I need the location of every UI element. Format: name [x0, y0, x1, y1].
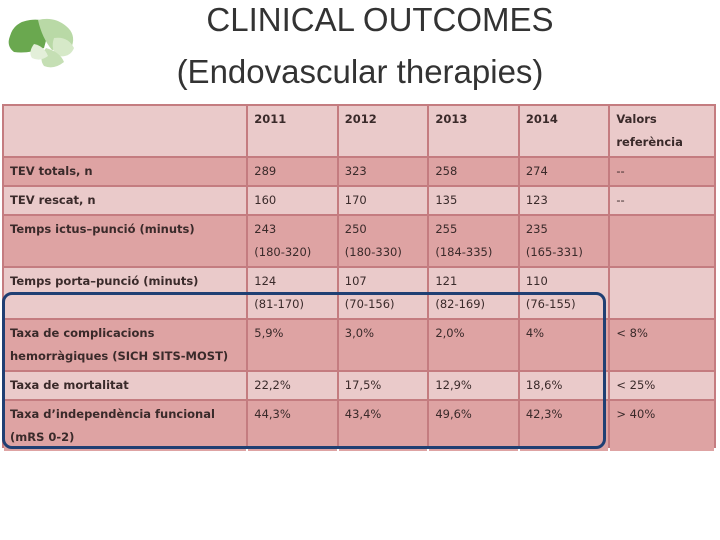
cell-value: 258: [429, 158, 518, 185]
table-row: Temps ictus–punció (minuts) 243 (180-320)…: [4, 216, 714, 266]
header-year-2013: 2013: [429, 106, 518, 156]
cell-ref: [610, 216, 714, 266]
cell-ref: --: [610, 158, 714, 185]
outcomes-table: 2011 2012 2013 2014 Valors referència TE…: [2, 104, 716, 453]
cell-range: (180-330): [344, 245, 402, 259]
row-label: Temps ictus–punció (minuts): [4, 216, 247, 266]
cell-value: 323: [338, 158, 428, 185]
cell-value: 42,3%: [519, 401, 609, 451]
cell-value: 44,3%: [248, 401, 337, 451]
cell-value: 4%: [519, 320, 609, 370]
cell-range: (82-169): [435, 297, 486, 311]
title-line-1: CLINICAL OUTCOMES: [206, 1, 554, 38]
cell-value: 170: [338, 187, 428, 214]
table-row: Taxa de complicacions hemorràgiques (SIC…: [4, 320, 714, 370]
cell-main-value: 235: [525, 222, 548, 236]
cell-main-value: 107: [344, 274, 367, 288]
cell-range: (70-156): [344, 297, 395, 311]
row-label: TEV rescat, n: [4, 187, 247, 214]
table-row: TEV totals, n 289 323 258 274 --: [4, 158, 714, 185]
table-row: Taxa de mortalitat 22,2% 17,5% 12,9% 18,…: [4, 372, 714, 399]
cell-value: 274: [519, 158, 609, 185]
table-header-row: 2011 2012 2013 2014 Valors referència: [4, 106, 714, 156]
cell-range: (180-320): [254, 245, 312, 259]
row-label: Taxa d’independència funcional (mRS 0-2): [4, 401, 247, 451]
row-label: Taxa de complicacions hemorràgiques (SIC…: [4, 320, 247, 370]
outcomes-table-container: 2011 2012 2013 2014 Valors referència TE…: [2, 104, 716, 451]
cell-main-value: 250: [344, 222, 367, 236]
brain-logo-icon: [8, 18, 74, 68]
cell-main-value: 110: [525, 274, 548, 288]
row-label: Taxa de mortalitat: [4, 372, 247, 399]
cell-range: (81-170): [254, 297, 304, 311]
cell-range: (76-155): [525, 297, 576, 311]
cell-ref: < 8%: [610, 320, 714, 370]
cell-main-value: 124: [254, 274, 277, 288]
cell-value: 135: [429, 187, 518, 214]
cell-value: 235 (165-331): [519, 216, 609, 266]
cell-ref: --: [610, 187, 714, 214]
cell-value: 255 (184-335): [429, 216, 518, 266]
table-row: TEV rescat, n 160 170 135 123 --: [4, 187, 714, 214]
cell-ref: < 25%: [610, 372, 714, 399]
row-label: TEV totals, n: [4, 158, 247, 185]
header-year-2014: 2014: [519, 106, 609, 156]
cell-value: 49,6%: [429, 401, 518, 451]
cell-range: (184-335): [435, 245, 493, 259]
cell-ref: > 40%: [610, 401, 714, 451]
title-line-2: (Endovascular therapies): [176, 53, 544, 90]
header-label-cell: [4, 106, 247, 156]
cell-value: 3,0%: [338, 320, 428, 370]
header-year-2011: 2011: [248, 106, 337, 156]
cell-main-value: 255: [435, 222, 458, 236]
table-row: Taxa d’independència funcional (mRS 0-2)…: [4, 401, 714, 451]
cell-ref: [610, 268, 714, 318]
cell-value: 2,0%: [429, 320, 518, 370]
cell-value: 289: [248, 158, 337, 185]
header-ref-line-2: referència: [616, 135, 683, 149]
header-reference-values: Valors referència: [610, 106, 714, 156]
cell-value: 12,9%: [429, 372, 518, 399]
cell-value: 17,5%: [338, 372, 428, 399]
cell-value: 5,9%: [248, 320, 337, 370]
header-year-2012: 2012: [338, 106, 428, 156]
cell-value: 250 (180-330): [338, 216, 428, 266]
cell-range: (165-331): [525, 245, 583, 259]
highlight-box: [2, 292, 606, 449]
cell-value: 243 (180-320): [248, 216, 337, 266]
cell-main-value: 121: [435, 274, 458, 288]
header-ref-line-1: Valors: [616, 112, 657, 126]
cell-value: 18,6%: [519, 372, 609, 399]
cell-main-value: 243: [254, 222, 277, 236]
cell-value: 43,4%: [338, 401, 428, 451]
cell-value: 123: [519, 187, 609, 214]
cell-value: 22,2%: [248, 372, 337, 399]
cell-value: 160: [248, 187, 337, 214]
